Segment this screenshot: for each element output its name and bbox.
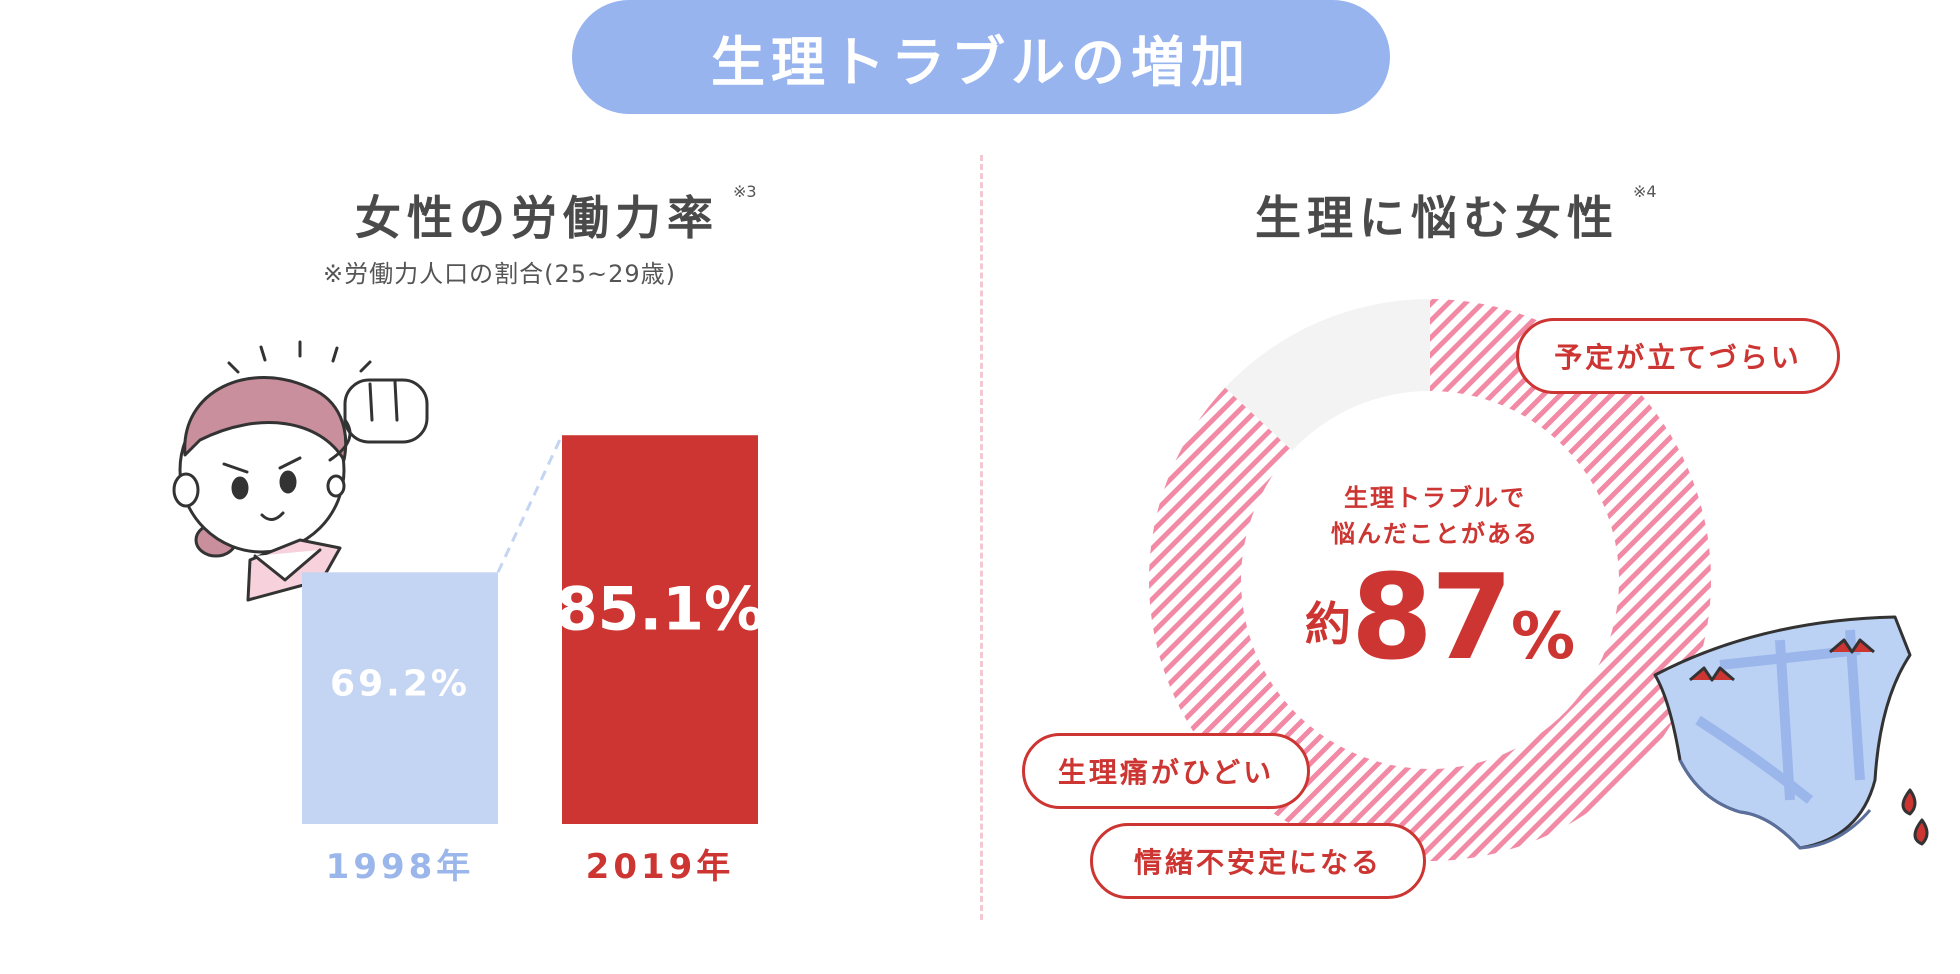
labor-rate-note: ※3	[733, 182, 757, 201]
donut-caption-line2: 悩んだことがある	[1331, 520, 1539, 548]
section-divider	[980, 155, 983, 920]
bar-connector-line	[496, 434, 564, 573]
bar-1998年	[302, 572, 498, 824]
labor-rate-subtitle: ※労働力人口の割合(25~29歳)	[323, 260, 677, 288]
donut-slice-1	[1225, 299, 1430, 451]
donut-slice-0	[1148, 299, 1711, 861]
bar-2019年	[562, 435, 758, 824]
woman-cheering-illustration	[172, 340, 429, 602]
period-trouble-title-text: 生理に悩む女性	[1255, 191, 1619, 245]
value-number: 87	[1350, 548, 1513, 686]
value-unit: %	[1511, 600, 1576, 674]
period-trouble-title: 生理に悩む女性 ※4	[1255, 182, 1657, 248]
bubble-hard-to-plan: 予定が立てづらい	[1516, 318, 1840, 394]
bar-value-label: 85.1%	[556, 575, 764, 645]
labor-rate-title: 女性の労働力率 ※3	[355, 182, 757, 248]
donut-center-caption: 生理トラブルで 悩んだことがある	[1280, 480, 1590, 552]
bar-category-label: 1998年	[326, 847, 475, 887]
menstrual-trouble-donut-chart	[1148, 299, 1711, 861]
donut-center-value: 約87%	[1290, 548, 1590, 686]
value-prefix: 約	[1304, 597, 1351, 651]
underwear-illustration	[1653, 615, 1929, 850]
bubble-emotional-instability: 情緒不安定になる	[1090, 823, 1426, 899]
bar-category-label: 2019年	[586, 847, 735, 887]
donut-caption-line1: 生理トラブルで	[1344, 484, 1526, 512]
bar-value-label: 69.2%	[330, 664, 470, 705]
bubble-severe-cramps: 生理痛がひどい	[1022, 733, 1310, 809]
period-trouble-note: ※4	[1633, 182, 1657, 201]
page-title: 生理トラブルの増加	[572, 0, 1390, 114]
labor-rate-title-text: 女性の労働力率	[355, 191, 719, 245]
labor-rate-bar-chart: 69.2% 1998年 85.1% 2019年	[302, 434, 764, 887]
